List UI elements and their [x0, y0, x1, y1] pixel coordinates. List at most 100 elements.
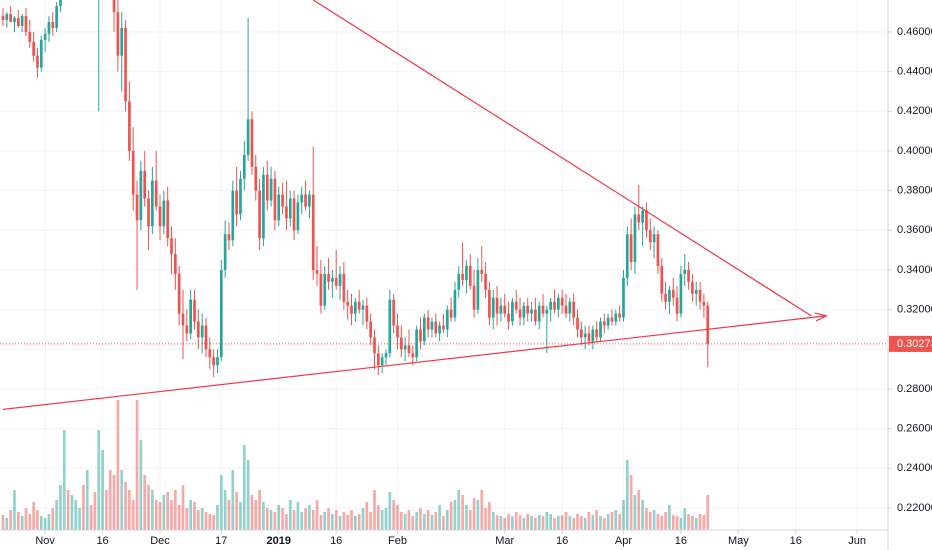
volume-bar: [219, 475, 223, 530]
candle-body: [135, 194, 139, 221]
candle-body: [641, 210, 644, 223]
volume-bar: [430, 515, 434, 530]
volume-bar: [369, 512, 373, 530]
candle-body: [411, 353, 415, 358]
volume-bar: [124, 482, 127, 530]
candle-body: [545, 309, 549, 314]
candle-body: [495, 297, 499, 314]
candle-body: [13, 18, 16, 23]
candle-body: [587, 333, 591, 342]
candle-body: [465, 265, 468, 280]
volume-bar: [388, 492, 392, 530]
candle-body: [204, 325, 208, 350]
volume-bar: [599, 516, 602, 530]
volume-bar: [120, 470, 124, 530]
candle-body: [664, 293, 667, 302]
volume-bar: [216, 505, 219, 530]
volume-bar: [135, 400, 139, 530]
volume-bar: [311, 510, 315, 530]
candle-body: [166, 200, 170, 239]
candle-body: [633, 214, 637, 263]
volume-bar: [380, 510, 384, 530]
volume-bar: [101, 450, 104, 530]
volume-bar: [545, 512, 549, 530]
candle-body: [235, 190, 238, 215]
candle-body: [415, 329, 418, 358]
volume-bar: [579, 516, 583, 530]
volume-bar: [534, 518, 537, 530]
candle-body: [457, 273, 461, 290]
candle-body: [637, 214, 641, 223]
candle-body: [296, 202, 300, 231]
candle-body: [706, 305, 710, 344]
candle-body: [334, 277, 338, 286]
volume-bar: [273, 512, 277, 530]
volume-bar: [338, 516, 342, 530]
volume-bar: [1, 515, 5, 530]
candle-body: [200, 325, 204, 338]
volume-bar: [277, 505, 281, 530]
candle-body: [51, 22, 55, 28]
volume-bar: [196, 510, 200, 530]
candle-body: [170, 238, 173, 255]
candle-body: [534, 309, 537, 322]
volume-bar: [453, 500, 457, 530]
candle-body: [430, 321, 434, 330]
volume-bar: [212, 515, 215, 530]
volume-bar: [442, 516, 445, 530]
candle-body: [484, 273, 487, 290]
volume-bar: [614, 510, 618, 530]
volume-bar: [488, 502, 491, 530]
candle-body: [514, 301, 518, 310]
volume-bar: [20, 516, 24, 530]
candle-body: [292, 198, 296, 231]
volume-bar: [346, 515, 350, 530]
volume-bar: [151, 490, 154, 530]
candle-body: [549, 301, 553, 310]
volume-bar: [292, 510, 296, 530]
volume-bar: [560, 515, 564, 530]
candle-body: [399, 337, 403, 350]
volume-bar: [28, 514, 32, 530]
candle-body: [507, 313, 510, 322]
candle-body: [419, 329, 422, 342]
volume-bar: [200, 508, 204, 530]
x-tick-label: 16: [330, 535, 342, 547]
volume-bar: [147, 485, 150, 530]
candle-body: [396, 325, 399, 338]
volume-bar: [66, 490, 70, 530]
volume-bar: [526, 514, 530, 530]
volume-bar: [557, 516, 560, 530]
candle-body: [219, 269, 223, 358]
x-tick-label: 16: [96, 535, 108, 547]
candle-body: [694, 289, 698, 294]
volume-bar: [679, 518, 683, 530]
candle-body: [614, 313, 618, 322]
candle-body: [648, 230, 652, 243]
volume-bar: [235, 492, 238, 530]
volume-bar: [51, 508, 55, 530]
volume-bar: [618, 514, 621, 530]
candle-body: [357, 301, 361, 310]
volume-bar: [583, 518, 587, 530]
candle-body: [120, 27, 124, 56]
candle-body: [522, 305, 526, 318]
volume-bar: [484, 508, 487, 530]
candle-body: [376, 353, 380, 366]
volume-bar: [89, 505, 93, 530]
candle-body: [327, 273, 330, 282]
volume-bar: [503, 518, 507, 530]
volume-bar: [55, 500, 58, 530]
candle-body: [1, 16, 5, 21]
volume-bar: [610, 512, 614, 530]
volume-bar: [507, 514, 510, 530]
volume-bar: [108, 470, 112, 530]
trend-line: [312, 0, 812, 317]
volume-bar: [308, 505, 311, 530]
volume-bar: [595, 510, 598, 530]
candle-body: [380, 357, 384, 366]
volume-bar: [411, 516, 415, 530]
volume-bar: [645, 508, 648, 530]
x-tick-label: Mar: [495, 535, 514, 547]
